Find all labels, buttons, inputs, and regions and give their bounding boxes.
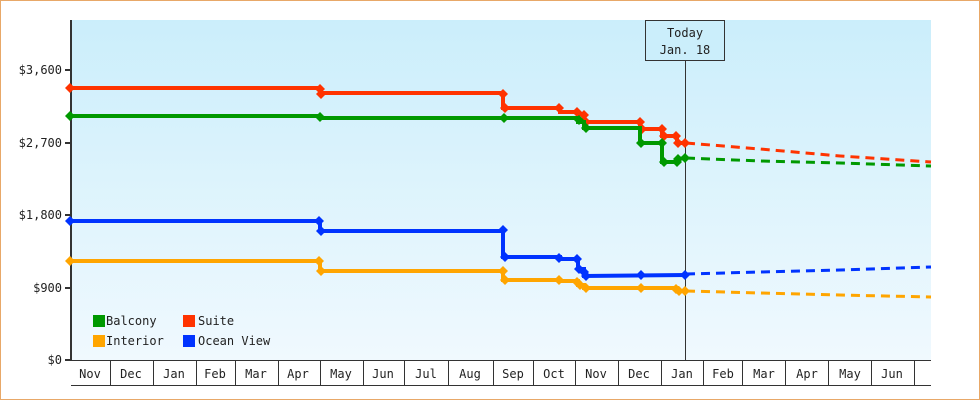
y-tick-label: $1,800	[19, 208, 62, 222]
month-label: Dec	[120, 367, 142, 381]
balcony-forecast	[685, 156, 932, 168]
y-ticks	[65, 69, 71, 361]
today-box	[645, 20, 725, 61]
series-interior	[65, 256, 690, 296]
y-tick-label: $2,700	[19, 136, 62, 150]
month-label: Mar	[245, 367, 267, 381]
month-label: Feb	[204, 367, 226, 381]
today-date: Jan. 18	[660, 43, 711, 57]
legend-swatch-balcony	[93, 315, 105, 327]
legend-swatch-ocean-view	[183, 335, 195, 347]
month-label: Apr	[287, 367, 309, 381]
month-label: Jun	[372, 367, 394, 381]
legend-label-balcony: Balcony	[106, 314, 157, 328]
legend-swatch-interior	[93, 335, 105, 347]
x-axis	[71, 360, 931, 386]
today-label: Today	[667, 26, 703, 40]
month-label: Jul	[415, 367, 437, 381]
month-label: Jan	[671, 367, 693, 381]
ocean-view-forecast	[685, 265, 932, 276]
y-tick-label: $900	[33, 281, 62, 295]
month-label: Jan	[163, 367, 185, 381]
series-suite	[65, 83, 690, 148]
y-tick-label: $3,600	[19, 63, 62, 77]
legend-label-interior: Interior	[106, 334, 164, 348]
month-label: May	[839, 367, 861, 381]
month-label: May	[330, 367, 352, 381]
y-tick-label: $0	[48, 353, 62, 367]
series-balcony	[65, 111, 690, 167]
month-label: Dec	[628, 367, 650, 381]
month-labels: Nov Dec Jan Feb Mar Apr May Jun Jul Aug …	[79, 367, 903, 381]
month-label: Sep	[502, 367, 524, 381]
month-label: Nov	[79, 367, 101, 381]
month-label: Oct	[543, 367, 565, 381]
legend-swatch-suite	[183, 315, 195, 327]
legend-label-ocean-view: Ocean View	[198, 334, 271, 348]
forecast-lines	[685, 141, 932, 299]
interior-forecast	[685, 289, 932, 299]
month-label: Aug	[459, 367, 481, 381]
month-label: Mar	[753, 367, 775, 381]
legend-label-suite: Suite	[198, 314, 234, 328]
suite-forecast	[685, 141, 932, 164]
month-label: Feb	[712, 367, 734, 381]
series-ocean-view	[65, 216, 690, 281]
month-label: Nov	[585, 367, 607, 381]
plot-area	[71, 20, 931, 360]
month-label: Apr	[796, 367, 818, 381]
month-label: Jun	[881, 367, 903, 381]
legend: Balcony Suite Interior Ocean View	[93, 314, 271, 348]
